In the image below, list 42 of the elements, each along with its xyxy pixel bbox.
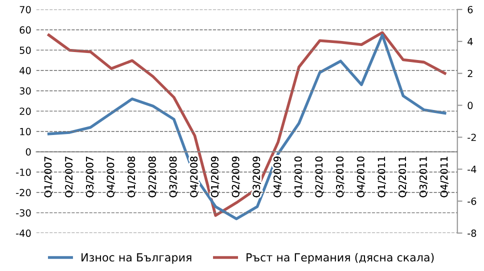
y-tick-label: 60 (20, 26, 31, 34)
y-tick-label: 50 (20, 46, 31, 54)
y-tick-label: 70 (20, 6, 31, 14)
y-tick-label: -20 (16, 188, 31, 196)
y2-tick-label: 0 (468, 102, 473, 110)
y-tick-label: -40 (16, 230, 31, 237)
x-tick-label: Q2/2007 (65, 156, 74, 198)
y-tick-label: -30 (16, 209, 31, 217)
y2-tick-label: 6 (468, 6, 473, 14)
x-tick-label: Q1/2009 (211, 156, 220, 198)
x-tick-label: Q4/2009 (274, 156, 282, 198)
y-tick-label: 20 (20, 108, 31, 115)
y2-tick-label: -2 (468, 134, 476, 141)
y-tick-label: -10 (16, 168, 31, 176)
y-tick-label: 10 (20, 128, 31, 136)
y-tick-label: 40 (20, 66, 31, 74)
y-tick-label: 0 (26, 148, 31, 156)
x-tick-label: Q3/2011 (419, 156, 428, 198)
x-tick-label: Q4/2008 (190, 156, 199, 198)
x-tick-label: Q1/2007 (44, 156, 53, 198)
x-tick-label: Q3/2007 (86, 156, 94, 198)
y2-tick-label: -6 (468, 198, 476, 205)
x-tick-label: Q4/2011 (440, 156, 449, 198)
y2-tick-label: 4 (468, 38, 473, 46)
x-tick-label: Q1/2011 (378, 156, 386, 198)
legend-label: Износ на България (82, 253, 192, 264)
x-tick-label: Q2/2008 (148, 156, 157, 198)
x-tick-label: Q2/2011 (398, 156, 408, 198)
y2-tick-label: 2 (468, 70, 472, 78)
x-tick-label: Q4/2007 (106, 156, 116, 198)
x-tick-label: Q1/2008 (128, 156, 136, 198)
x-tick-label: Q2/2010 (315, 156, 324, 198)
x-tick-label: Q4/2010 (356, 156, 366, 198)
x-tick-label: Q2/2009 (232, 156, 240, 198)
y2-tick-label: -4 (468, 166, 476, 173)
x-tick-label: Q3/2010 (336, 156, 345, 198)
x-tick-label: Q1/2010 (294, 156, 303, 198)
x-tick-label: Q3/2008 (169, 156, 178, 198)
x-tick-label: Q3/2009 (252, 156, 262, 198)
legend-label: Ръст на Германия (дясна скала) (246, 252, 434, 264)
y2-tick-label: -8 (468, 230, 476, 237)
y-tick-label: 30 (20, 87, 31, 95)
